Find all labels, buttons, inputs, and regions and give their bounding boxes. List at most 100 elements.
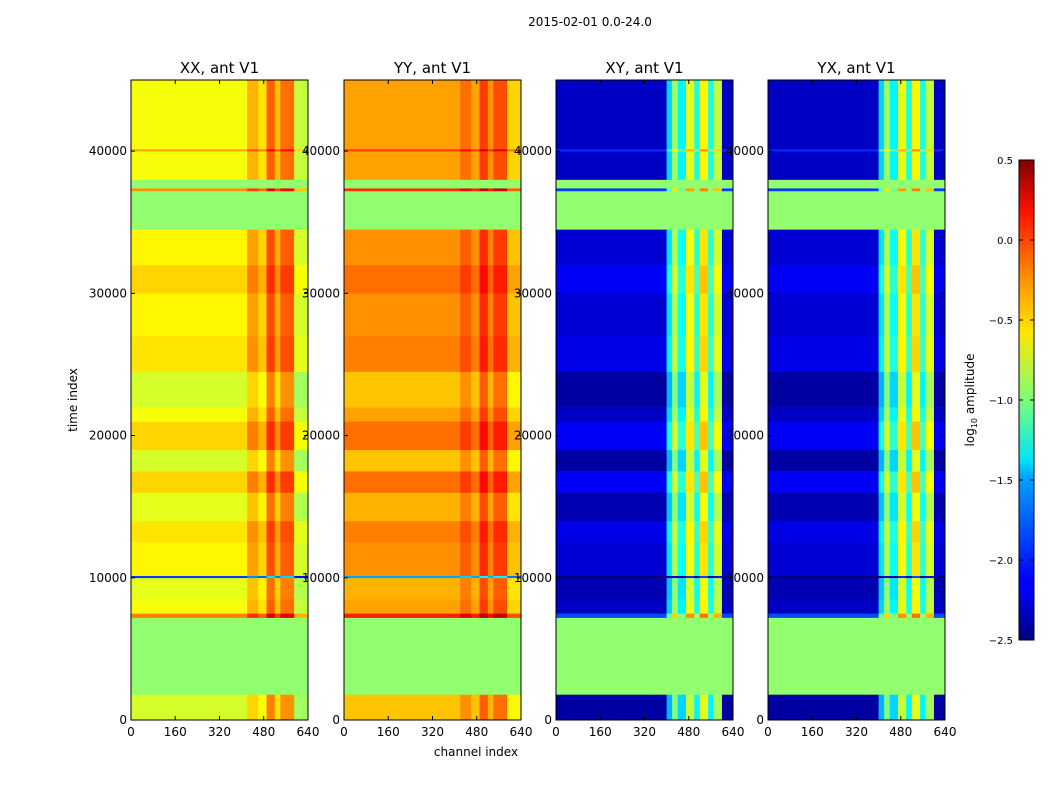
heatmap-cell: [556, 336, 667, 372]
heatmap-cell: [920, 613, 926, 618]
heatmap-cell: [672, 694, 678, 721]
heatmap-cell: [131, 148, 248, 152]
heatmap-cell: [479, 542, 489, 576]
heatmap-cell: [699, 577, 709, 600]
heatmap-cell: [460, 336, 472, 372]
heatmap-cell: [933, 613, 946, 618]
heatmap-cell: [479, 190, 489, 230]
heatmap-cell: [274, 188, 281, 192]
heatmap-cell: [920, 336, 926, 372]
heatmap-cell: [889, 80, 899, 150]
heatmap-cell: [889, 336, 899, 372]
heatmap-cell: [266, 421, 276, 451]
panel-title: XY, ant V1: [605, 59, 683, 77]
heatmap-cell: [672, 407, 678, 422]
heatmap-cell: [487, 188, 494, 192]
heatmap-cell: [471, 148, 480, 152]
y-tick-label: 30000: [514, 286, 552, 300]
heatmap-cell: [878, 407, 885, 422]
heatmap-cell: [906, 471, 913, 493]
heatmap-cell: [460, 407, 472, 422]
heatmap-cell: [685, 148, 695, 152]
heatmap-cell: [920, 520, 926, 543]
heatmap-cell: [471, 449, 480, 472]
heatmap-cell: [507, 336, 522, 372]
heatmap-cell: [878, 449, 885, 472]
heatmap-cell: [694, 371, 701, 408]
heatmap-cell: [677, 577, 687, 600]
heatmap-cell: [897, 449, 907, 472]
y-tick-label: 0: [119, 713, 127, 727]
heatmap-cell: [556, 371, 667, 408]
heatmap-cell: [487, 80, 494, 150]
heatmap-cell: [933, 151, 946, 180]
heatmap-cell: [897, 471, 907, 493]
heatmap-cell: [920, 407, 926, 422]
heatmap-cell: [889, 471, 899, 493]
heatmap-cell: [258, 449, 267, 472]
heatmap-cell: [889, 577, 899, 600]
heatmap-cell: [507, 229, 522, 266]
heatmap-cell: [685, 520, 695, 543]
heatmap-cell: [266, 151, 276, 180]
heatmap-cell: [493, 151, 508, 180]
heatmap-cell: [280, 617, 295, 695]
heatmap-cell: [768, 293, 879, 337]
heatmap-cell: [906, 148, 913, 152]
heatmap-cell: [897, 520, 907, 543]
heatmap-cell: [294, 151, 309, 180]
heatmap-cell: [925, 80, 935, 150]
heatmap-cell: [344, 471, 461, 493]
heatmap-cell: [294, 694, 309, 721]
heatmap-cell: [768, 492, 879, 522]
heatmap-cell: [677, 617, 687, 695]
heatmap-cell: [906, 542, 913, 576]
heatmap-cell: [258, 190, 267, 230]
heatmap-cell: [280, 179, 295, 189]
panel-title: YX, ant V1: [816, 59, 895, 77]
heatmap-cell: [685, 179, 695, 189]
heatmap-cell: [708, 421, 714, 451]
heatmap-cell: [247, 407, 259, 422]
heatmap-cell: [274, 80, 281, 150]
heatmap-cell: [685, 80, 695, 150]
heatmap-cell: [247, 577, 259, 600]
heatmap-cell: [247, 229, 259, 266]
heatmap-cell: [925, 188, 935, 192]
heatmap-cell: [889, 229, 899, 266]
heatmap-cell: [131, 179, 248, 189]
heatmap-cell: [713, 575, 723, 579]
heatmap-cell: [460, 190, 472, 230]
heatmap-cell: [889, 179, 899, 189]
heatmap-cell: [131, 471, 248, 493]
heatmap-cell: [889, 520, 899, 543]
heatmap-cell: [471, 336, 480, 372]
heatmap-cell: [247, 421, 259, 451]
heatmap-cell: [294, 471, 309, 493]
heatmap-cell: [672, 293, 678, 337]
heatmap-cell: [666, 229, 673, 266]
heatmap-cell: [666, 613, 673, 618]
heatmap-cell: [266, 264, 276, 294]
heatmap-cell: [878, 542, 885, 576]
heatmap-cell: [487, 293, 494, 337]
heatmap-cell: [471, 371, 480, 408]
heatmap-cell: [699, 229, 709, 266]
y-tick-label: 30000: [89, 286, 127, 300]
heatmap-cell: [925, 577, 935, 600]
heatmap-cell: [131, 151, 248, 180]
heatmap-cell: [920, 151, 926, 180]
heatmap-cell: [878, 599, 885, 614]
figure-title: 2015-02-01 0.0-24.0: [528, 15, 652, 29]
heatmap-cell: [889, 151, 899, 180]
heatmap-cell: [479, 371, 489, 408]
heatmap-cell: [460, 520, 472, 543]
heatmap-cell: [258, 407, 267, 422]
heatmap-cell: [247, 80, 259, 150]
heatmap-cell: [266, 694, 276, 721]
heatmap-panel: XY, ant V1 0 160 320 480 640 0 10000 20000 30000 4…: [514, 59, 745, 739]
heatmap-cell: [768, 577, 879, 600]
heatmap-cell: [933, 520, 946, 543]
heatmap-cell: [884, 471, 890, 493]
